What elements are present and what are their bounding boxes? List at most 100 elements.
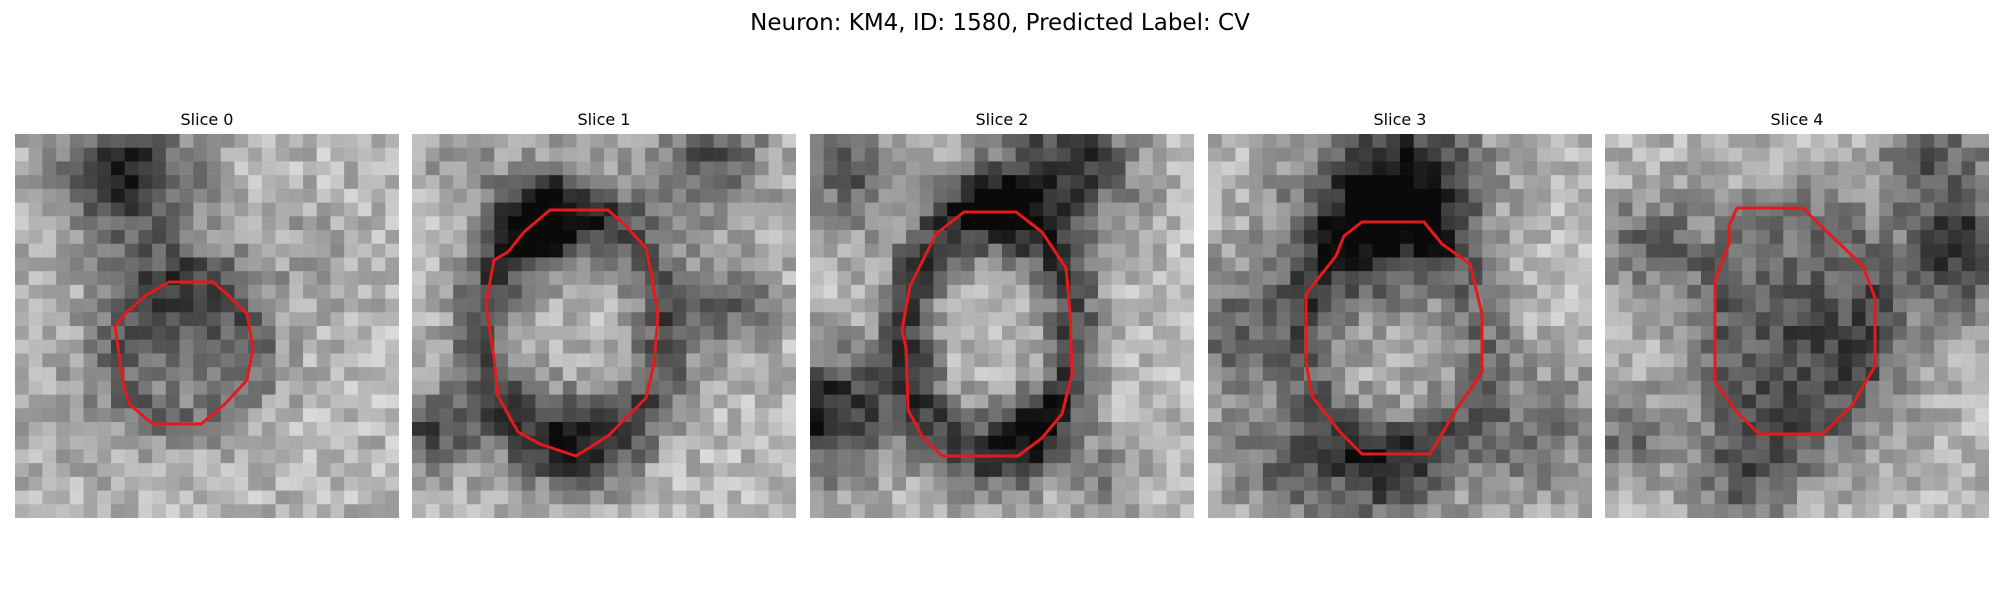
image-pixel xyxy=(1208,188,1223,203)
image-pixel xyxy=(1208,422,1223,437)
image-pixel xyxy=(590,490,605,505)
image-pixel xyxy=(727,422,742,437)
image-pixel xyxy=(69,257,84,272)
image-pixel xyxy=(371,449,386,464)
image-pixel xyxy=(810,422,825,437)
image-pixel xyxy=(220,463,235,478)
image-pixel xyxy=(1221,175,1236,190)
image-pixel xyxy=(947,490,962,505)
image-pixel xyxy=(385,147,399,162)
image-pixel xyxy=(713,202,728,217)
image-pixel xyxy=(1029,284,1044,299)
image-pixel xyxy=(1290,271,1305,286)
image-pixel xyxy=(1070,394,1085,409)
image-pixel xyxy=(837,367,852,382)
image-pixel xyxy=(906,504,921,518)
image-pixel xyxy=(1345,476,1360,491)
image-pixel xyxy=(1482,326,1497,341)
image-pixel xyxy=(1276,175,1291,190)
image-pixel xyxy=(385,216,399,231)
image-pixel xyxy=(1564,435,1579,450)
image-pixel xyxy=(1769,298,1784,313)
image-pixel xyxy=(782,271,796,286)
image-pixel xyxy=(508,298,523,313)
image-pixel xyxy=(713,134,728,149)
image-pixel xyxy=(604,339,619,354)
image-pixel xyxy=(1537,476,1552,491)
image-pixel xyxy=(919,504,934,518)
image-pixel xyxy=(1783,312,1798,327)
image-pixel xyxy=(1838,422,1853,437)
image-pixel xyxy=(371,326,386,341)
image-pixel xyxy=(453,271,468,286)
image-pixel xyxy=(207,188,222,203)
image-pixel xyxy=(111,435,126,450)
image-pixel xyxy=(1879,284,1894,299)
image-pixel xyxy=(576,339,591,354)
image-pixel xyxy=(97,188,112,203)
image-pixel xyxy=(330,312,345,327)
image-pixel xyxy=(1769,161,1784,176)
image-pixel xyxy=(425,134,440,149)
image-pixel xyxy=(700,504,715,518)
image-pixel xyxy=(1262,175,1277,190)
image-pixel xyxy=(1043,147,1058,162)
image-pixel xyxy=(1550,326,1565,341)
image-pixel xyxy=(1687,490,1702,505)
image-pixel xyxy=(275,435,290,450)
image-pixel xyxy=(1564,202,1579,217)
image-pixel xyxy=(316,257,331,272)
image-pixel xyxy=(83,380,98,395)
image-pixel xyxy=(97,147,112,162)
image-pixel xyxy=(439,134,454,149)
image-pixel xyxy=(1920,271,1935,286)
image-pixel xyxy=(28,504,43,518)
image-pixel xyxy=(1180,284,1194,299)
image-pixel xyxy=(1673,188,1688,203)
image-pixel xyxy=(1755,298,1770,313)
image-pixel xyxy=(1331,326,1346,341)
image-pixel xyxy=(1400,490,1415,505)
image-pixel xyxy=(480,134,495,149)
image-pixel xyxy=(933,175,948,190)
image-pixel xyxy=(357,476,372,491)
image-pixel xyxy=(1578,230,1592,245)
image-pixel xyxy=(1400,380,1415,395)
image-pixel xyxy=(1824,202,1839,217)
image-pixel xyxy=(535,353,550,368)
image-pixel xyxy=(1208,230,1223,245)
image-pixel xyxy=(248,257,263,272)
image-pixel xyxy=(466,188,481,203)
image-pixel xyxy=(1262,257,1277,272)
image-pixel xyxy=(562,435,577,450)
image-pixel xyxy=(1454,408,1469,423)
image-pixel xyxy=(1783,188,1798,203)
image-pixel xyxy=(1111,435,1126,450)
image-pixel xyxy=(1523,243,1538,258)
image-pixel xyxy=(672,312,687,327)
image-pixel xyxy=(165,161,180,176)
image-pixel xyxy=(1125,476,1140,491)
image-pixel xyxy=(700,271,715,286)
image-pixel xyxy=(1029,230,1044,245)
image-pixel xyxy=(42,188,57,203)
image-pixel xyxy=(1427,476,1442,491)
image-pixel xyxy=(275,504,290,518)
image-pixel xyxy=(1673,257,1688,272)
image-pixel xyxy=(617,284,632,299)
image-pixel xyxy=(412,394,427,409)
image-pixel xyxy=(645,435,660,450)
image-pixel xyxy=(727,147,742,162)
image-pixel xyxy=(165,504,180,518)
image-pixel xyxy=(1769,271,1784,286)
image-pixel xyxy=(193,134,208,149)
image-pixel xyxy=(837,353,852,368)
image-pixel xyxy=(1152,271,1167,286)
image-pixel xyxy=(1742,147,1757,162)
image-pixel xyxy=(1029,326,1044,341)
image-pixel xyxy=(1646,230,1661,245)
image-pixel xyxy=(425,188,440,203)
image-pixel xyxy=(960,476,975,491)
image-pixel xyxy=(1769,216,1784,231)
image-pixel xyxy=(1934,339,1949,354)
